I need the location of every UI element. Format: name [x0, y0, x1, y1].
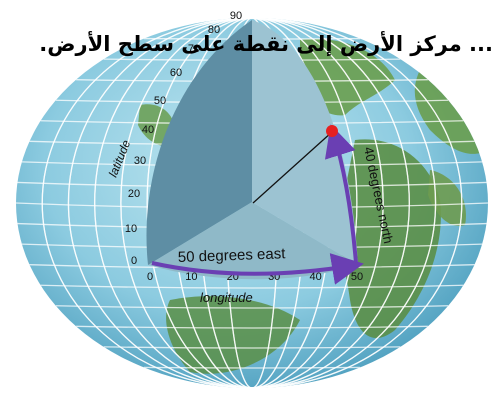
longitude-tick-label: 40 [309, 271, 321, 283]
continents [138, 39, 488, 374]
latitude-ticks: 0 10 20 30 40 50 60 70 80 90 [125, 10, 242, 267]
meridian-line [120, 18, 384, 388]
latitude-tick-label: 30 [134, 155, 146, 167]
parallel-line [76, 325, 428, 329]
north-arc [324, 124, 358, 264]
parallel-line [143, 366, 361, 369]
latitude-tick-label: 70 [188, 43, 200, 55]
meridian-line [67, 18, 437, 388]
meridian-line [41, 18, 463, 388]
latitude-tick-label: 40 [142, 124, 154, 136]
longitude-label: longitude [200, 290, 253, 305]
latitude-tick-label: 0 [131, 255, 137, 267]
east-arc-label: 50 degrees east [178, 245, 287, 266]
latitude-tick-label: 10 [125, 223, 137, 235]
east-arc [151, 253, 364, 285]
latitude-tick-label: 20 [128, 188, 140, 200]
meridian-line [146, 18, 358, 388]
parallel-line [55, 305, 449, 309]
caption-text: ... مركز الأرض إلى نقطة على سطح الأرض. [39, 32, 493, 56]
longitude-tick-label: 50 [351, 271, 363, 283]
longitude-tick-label: 0 [147, 271, 153, 283]
wedge-side-face [252, 20, 358, 265]
latitude-tick-label: 80 [208, 24, 220, 36]
parallel-line [103, 346, 401, 349]
latitude-tick-label: 60 [170, 67, 182, 79]
parallel-line [40, 284, 464, 289]
surface-point [326, 125, 338, 137]
meridian-line [94, 18, 410, 388]
longitude-tick-label: 10 [185, 271, 197, 283]
wedge-meridian-face [146, 20, 252, 265]
radius-line [252, 131, 333, 204]
latitude-tick-label: 90 [230, 10, 242, 22]
latitude-tick-label: 50 [154, 95, 166, 107]
asia-land [414, 70, 488, 154]
wedge-equator-face [148, 202, 358, 280]
